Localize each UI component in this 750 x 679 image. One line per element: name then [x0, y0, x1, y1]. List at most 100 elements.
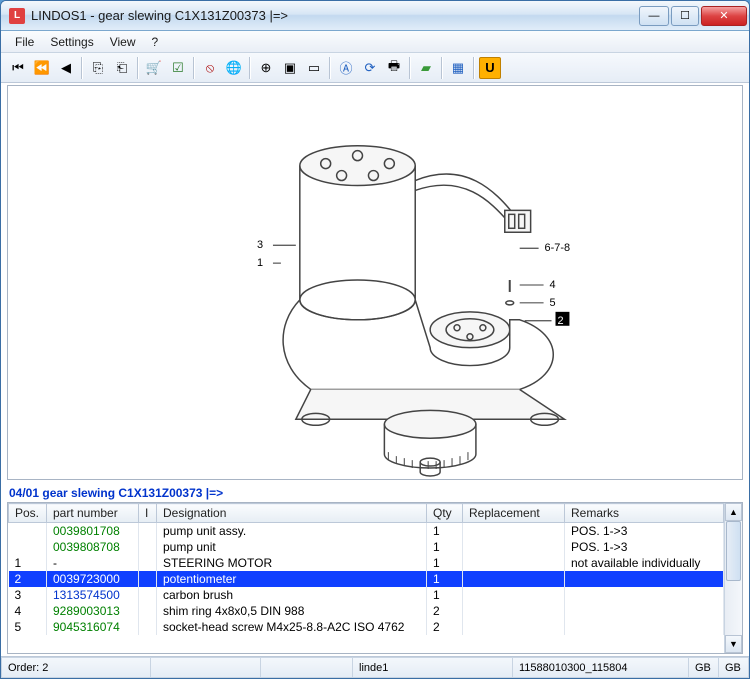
cell: carbon brush — [157, 587, 427, 603]
menubar: FileSettingsView? — [1, 31, 749, 53]
cell: 9289003013 — [47, 603, 139, 619]
toolbar-separator — [409, 57, 411, 79]
col-header[interactable]: Designation — [157, 504, 427, 523]
fit-width-icon[interactable]: ▭ — [303, 57, 325, 79]
nav-off-icon[interactable]: ⦸ — [199, 57, 221, 79]
cell: - — [47, 555, 139, 571]
table-row[interactable]: 1-STEERING MOTOR1not available individua… — [9, 555, 724, 571]
cell — [463, 619, 565, 635]
toolbar-separator — [193, 57, 195, 79]
app-icon: L — [9, 8, 25, 24]
cell — [565, 587, 724, 603]
cell — [463, 555, 565, 571]
col-header[interactable]: part number — [47, 504, 139, 523]
fit-page-icon[interactable]: ▣ — [279, 57, 301, 79]
print-icon[interactable]: 🖶 — [383, 57, 405, 79]
cell: 1 — [427, 523, 463, 540]
minimize-button[interactable]: — — [639, 6, 669, 26]
cell — [139, 539, 157, 555]
cell: POS. 1->3 — [565, 523, 724, 540]
cell: 0039723000 — [47, 571, 139, 587]
cell: 5 — [9, 619, 47, 635]
menu-view[interactable]: View — [102, 33, 144, 51]
callout-label: 6-7-8 — [544, 242, 570, 254]
toolbar-separator — [249, 57, 251, 79]
status-user: linde1 — [353, 657, 513, 678]
menu-help[interactable]: ? — [144, 33, 167, 51]
cell: 1 — [427, 555, 463, 571]
cell — [139, 555, 157, 571]
a-icon[interactable]: Ⓐ — [335, 57, 357, 79]
cell: 0039801708 — [47, 523, 139, 540]
note-icon[interactable]: ▰ — [415, 57, 437, 79]
back-icon[interactable]: ◀ — [55, 57, 77, 79]
vertical-scrollbar[interactable]: ▲ ▼ — [724, 503, 742, 653]
scroll-up-button[interactable]: ▲ — [725, 503, 742, 521]
parts-diagram: 316-7-8452 — [67, 86, 684, 479]
diagram-pane: 316-7-8452 — [7, 85, 743, 480]
table-row[interactable]: 59045316074 socket-head screw M4x25-8.8-A… — [9, 619, 724, 635]
check-icon[interactable]: ☑ — [167, 57, 189, 79]
cell — [565, 603, 724, 619]
col-header[interactable]: I — [139, 504, 157, 523]
first-icon[interactable]: ⏮ — [7, 57, 29, 79]
scroll-down-button[interactable]: ▼ — [725, 635, 742, 653]
cell: shim ring 4x8x0,5 DIN 988 — [157, 603, 427, 619]
cell — [565, 571, 724, 587]
flag-icon[interactable]: ▦ — [447, 57, 469, 79]
cell: STEERING MOTOR — [157, 555, 427, 571]
cell: 0039808708 — [47, 539, 139, 555]
cell: socket-head screw M4x25-8.8-A2C ISO 4762 — [157, 619, 427, 635]
toolbar: ⏮⏪◀ ⎘⎗ 🛒☑ ⦸🌐 ⊕▣▭ Ⓐ⟳🖶 ▰ ▦ U — [1, 53, 749, 83]
cell: pump unit assy. — [157, 523, 427, 540]
cell: 1 — [427, 571, 463, 587]
cell: 2 — [9, 571, 47, 587]
globe-icon[interactable]: 🌐 — [223, 57, 245, 79]
cell: potentiometer — [157, 571, 427, 587]
col-header[interactable]: Remarks — [565, 504, 724, 523]
table-row[interactable]: 20039723000 potentiometer1 — [9, 571, 724, 587]
status-blank2 — [261, 657, 353, 678]
cell — [463, 539, 565, 555]
scrollbar-thumb[interactable] — [726, 521, 741, 581]
status-blank1 — [151, 657, 261, 678]
cell — [9, 539, 47, 555]
cell: 2 — [427, 603, 463, 619]
col-header[interactable]: Pos. — [9, 504, 47, 523]
menu-file[interactable]: File — [7, 33, 42, 51]
status-code: 11588010300_115804 — [513, 657, 689, 678]
scrollbar-track[interactable] — [725, 521, 742, 635]
cell: 1 — [427, 539, 463, 555]
reset-icon[interactable]: ⟳ — [359, 57, 381, 79]
close-button[interactable]: ✕ — [701, 6, 747, 26]
maximize-button[interactable]: ☐ — [671, 6, 699, 26]
cell — [463, 603, 565, 619]
cell — [139, 587, 157, 603]
fast-back-icon[interactable]: ⏪ — [31, 57, 53, 79]
statusbar: Order: 2 linde1 11588010300_115804 GB GB — [1, 656, 749, 678]
parts-table-scroll[interactable]: Pos.part numberIDesignationQtyReplacemen… — [8, 503, 724, 653]
col-header[interactable]: Replacement — [463, 504, 565, 523]
status-lang2: GB — [719, 657, 749, 678]
zoom-in-icon[interactable]: ⊕ — [255, 57, 277, 79]
copy-left-icon[interactable]: ⎘ — [87, 57, 109, 79]
cell: 9045316074 — [47, 619, 139, 635]
col-header[interactable]: Qty — [427, 504, 463, 523]
cell — [9, 523, 47, 540]
toolbar-separator — [441, 57, 443, 79]
table-row[interactable]: 0039808708pump unit1POS. 1->3 — [9, 539, 724, 555]
cell: POS. 1->3 — [565, 539, 724, 555]
table-row[interactable]: 49289003013shim ring 4x8x0,5 DIN 9882 — [9, 603, 724, 619]
table-row[interactable]: 0039801708 pump unit assy.1 POS. 1->3 — [9, 523, 724, 540]
table-row[interactable]: 31313574500carbon brush1 — [9, 587, 724, 603]
titlebar[interactable]: L LINDOS1 - gear slewing C1X131Z00373 |=… — [1, 1, 749, 31]
u-icon[interactable]: U — [479, 57, 501, 79]
window-controls: — ☐ ✕ — [639, 6, 747, 26]
menu-settings[interactable]: Settings — [42, 33, 101, 51]
copy-right-icon[interactable]: ⎗ — [111, 57, 133, 79]
cell: 3 — [9, 587, 47, 603]
cell — [139, 603, 157, 619]
cell: 1 — [427, 587, 463, 603]
cart-icon[interactable]: 🛒 — [143, 57, 165, 79]
callout-label: 3 — [257, 239, 263, 251]
